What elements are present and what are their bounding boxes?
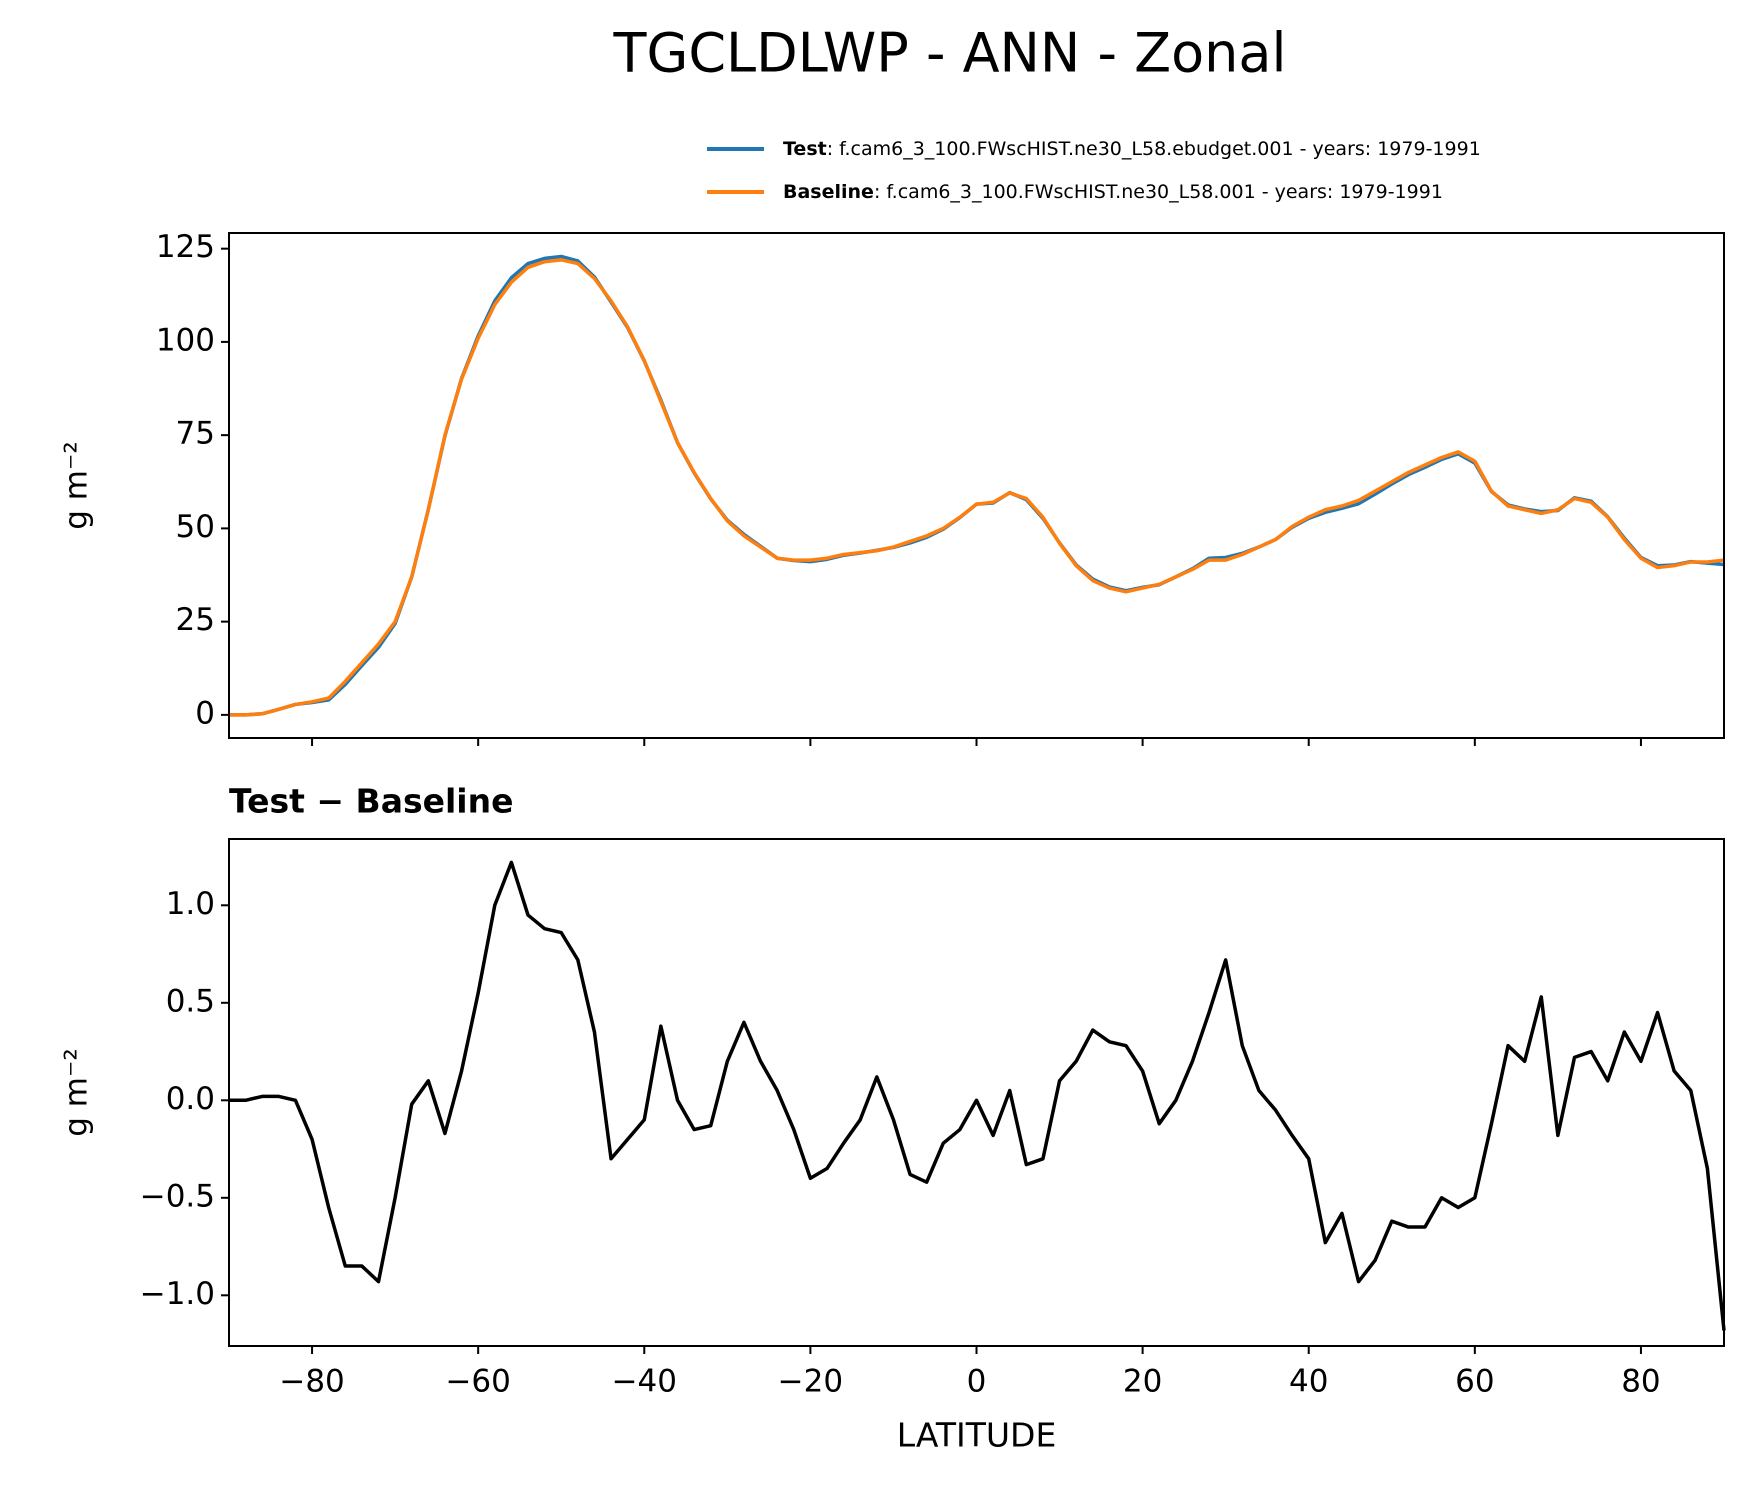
x-tick-label: 20 — [1123, 1364, 1162, 1400]
data-line — [229, 258, 1725, 717]
y-tick-label: −0.5 — [140, 1178, 215, 1214]
y-tick-label: 125 — [156, 229, 215, 265]
x-tick-label: −40 — [612, 1364, 677, 1400]
y-tick-label: −1.0 — [140, 1276, 215, 1312]
y-tick-label: 0.0 — [166, 1081, 215, 1117]
x-tick-label: 0 — [967, 1364, 987, 1400]
x-tick-label: 80 — [1621, 1364, 1660, 1400]
legend-label: : f.cam6_3_100.FWscHIST.ne30_L58.ebudget… — [827, 138, 1481, 160]
x-tick-label: 60 — [1455, 1364, 1494, 1400]
x-tick-label: −60 — [445, 1364, 510, 1400]
plot-frame — [228, 232, 1725, 739]
x-tick-label: −80 — [279, 1364, 344, 1400]
y-tick-label: 0.5 — [166, 983, 215, 1019]
x-tick-label: −20 — [778, 1364, 843, 1400]
y-tick-label: 100 — [156, 322, 215, 358]
legend-entry: Test: f.cam6_3_100.FWscHIST.ne30_L58.ebu… — [783, 138, 1481, 160]
subplot-title: Test − Baseline — [229, 782, 514, 821]
data-line — [229, 860, 1726, 1331]
data-line — [229, 254, 1725, 717]
y-axis-label: g m⁻² — [59, 1048, 95, 1137]
legend-name: Test — [783, 138, 827, 160]
x-axis-label: LATITUDE — [897, 1416, 1057, 1455]
legend-name: Baseline — [783, 181, 874, 203]
figure-title: TGCLDLWP - ANN - Zonal — [613, 22, 1287, 85]
y-tick-label: 25 — [176, 602, 215, 638]
y-tick-label: 0 — [195, 695, 215, 731]
x-tick-label: 40 — [1289, 1364, 1328, 1400]
legend-entry: Baseline: f.cam6_3_100.FWscHIST.ne30_L58… — [783, 181, 1443, 203]
y-axis-label: g m⁻² — [59, 441, 95, 530]
plot-frame — [228, 838, 1725, 1347]
y-tick-label: 1.0 — [166, 886, 215, 922]
y-tick-label: 50 — [176, 509, 215, 545]
y-tick-label: 75 — [176, 416, 215, 452]
legend-label: : f.cam6_3_100.FWscHIST.ne30_L58.001 - y… — [874, 181, 1443, 203]
